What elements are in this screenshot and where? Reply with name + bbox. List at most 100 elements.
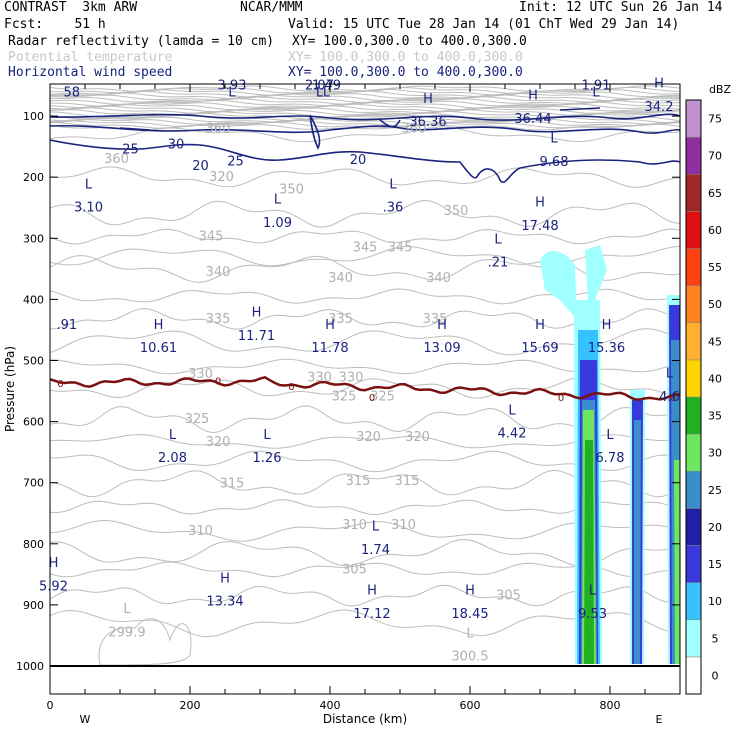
- theta-contour: [50, 200, 680, 228]
- y-tick-label: 900: [23, 599, 44, 612]
- extremum-value: 9.53: [578, 607, 607, 622]
- y-axis-title: Pressure (hPa): [3, 346, 17, 432]
- colorbar-label: 30: [708, 447, 722, 460]
- theta-label: 325: [185, 412, 210, 427]
- colorbar-label: 75: [708, 113, 722, 126]
- field3-name: Horizontal wind speed: [8, 65, 173, 80]
- theta-label: 320: [206, 435, 231, 450]
- theta-label: 345: [388, 240, 413, 255]
- extremum-symbol: H: [535, 318, 545, 333]
- field1-xy: XY= 100.0,300.0 to 400.0,300.0: [292, 34, 527, 49]
- colorbar-label: 5: [712, 632, 719, 645]
- extremum-symbol: H: [49, 556, 59, 571]
- theta-contour-upper: [50, 116, 680, 124]
- theta-label: 340: [206, 265, 231, 280]
- theta-contour-upper: [50, 94, 680, 102]
- theta-label: 325: [332, 390, 357, 405]
- extremum-value: 1.26: [253, 451, 282, 466]
- extremum-value: 15.69: [521, 341, 558, 356]
- extremum-value: 1.91: [582, 78, 611, 93]
- zero-label: 0: [288, 382, 294, 393]
- y-tick-label: 600: [23, 416, 44, 429]
- colorbar-swatch: [685, 359, 702, 398]
- theta-label: 310: [391, 518, 416, 533]
- colorbar-label: 60: [708, 224, 722, 237]
- y-tick-label: 500: [23, 355, 44, 368]
- extremum-symbol: H: [367, 584, 377, 599]
- zero-isotherm-line: [50, 375, 680, 401]
- zero-label: 0: [558, 393, 564, 404]
- theta-closed-contour: [98, 618, 192, 666]
- theta-contour-upper: [50, 101, 680, 109]
- y-tick-label: 800: [23, 538, 44, 551]
- colorbar-label: 70: [708, 150, 722, 163]
- colorbar-frame: [685, 99, 702, 695]
- theta-label: 330: [307, 371, 332, 386]
- extremum-value: 11.78: [311, 341, 348, 356]
- y-tick-label: 100: [23, 110, 44, 123]
- theta-label: 320: [405, 430, 430, 445]
- extremum-value: 299.9: [108, 625, 145, 640]
- extremum-value: 13.34: [206, 595, 243, 610]
- colorbar-unit: dBZ: [709, 83, 732, 96]
- extremum-value: 4.42: [498, 427, 527, 442]
- colorbar-label: 35: [708, 410, 722, 423]
- zero-isotherm: [50, 375, 680, 667]
- theta-label: 335: [206, 312, 231, 327]
- refl-cell-east: [634, 420, 641, 664]
- org-label: NCAR/MMM: [240, 0, 303, 15]
- theta-label: 360: [104, 152, 129, 167]
- extremum-value: 3.10: [74, 201, 103, 216]
- field3-xy: XY= 100.0,300.0 to 400.0,300.0: [288, 65, 523, 80]
- extremum-value: 36.36: [409, 115, 446, 130]
- theta-label: 360: [402, 121, 427, 136]
- wind-contour-detail: [119, 107, 601, 131]
- theta-label: 335: [423, 312, 448, 327]
- zero-label: 0: [369, 393, 375, 404]
- extremum-value: .91: [57, 318, 78, 333]
- extremum-symbol: L: [316, 86, 324, 101]
- theta-label: 345: [199, 229, 224, 244]
- extremum-value: 3.93: [218, 78, 247, 93]
- y-tick-label: 200: [23, 171, 44, 184]
- model-title: CONTRAST 3km ARW: [4, 0, 138, 15]
- theta-label: 315: [220, 476, 245, 491]
- y-tick-label: 700: [23, 477, 44, 490]
- valid-time: Valid: 15 UTC Tue 28 Jan 14 (01 ChT Wed …: [288, 17, 680, 32]
- extremum-value: 13.09: [423, 341, 460, 356]
- x-axis-title: Distance (km): [323, 712, 407, 726]
- zero-label: 0: [57, 379, 63, 390]
- extremum-symbol: L: [550, 131, 558, 146]
- endpoint-e: E: [656, 713, 663, 726]
- extremum-value: 2.08: [158, 451, 187, 466]
- colorbar-label: 50: [708, 298, 722, 311]
- extremum-value: 1.49: [312, 78, 341, 93]
- zero-label: 0: [215, 377, 221, 388]
- extremum-symbol: L: [228, 86, 236, 101]
- theta-contour-upper: [50, 90, 680, 98]
- theta-label: 325: [370, 390, 395, 405]
- y-tick-label: 300: [23, 232, 44, 245]
- extremum-symbol: L: [606, 428, 614, 443]
- colorbar-swatch: [685, 285, 702, 323]
- theta-contour-upper: [50, 120, 680, 127]
- colorbar-label: 55: [708, 261, 722, 274]
- refl-cell-edge: [674, 460, 680, 664]
- colorbar-label: 40: [708, 372, 722, 385]
- colorbar-swatch: [685, 396, 702, 435]
- theta-contour-upper: [50, 103, 680, 111]
- theta-label: 360: [206, 121, 231, 136]
- extremum-symbol: H: [528, 89, 538, 104]
- extremum-symbol: L: [372, 519, 380, 534]
- extremum-value: 17.12: [353, 607, 390, 622]
- colorbar: 0 5 10 15 20 25 30 35 40 45 50 55 60 65 70 75 dBZ: [685, 83, 732, 695]
- theta-label: 320: [209, 170, 234, 185]
- wind-contour-30: [50, 113, 680, 121]
- field2-name: Potential temperature: [8, 50, 173, 65]
- extremum-value: 10.61: [140, 341, 177, 356]
- extremum-symbol: L: [85, 177, 93, 192]
- theta-contour: [50, 166, 680, 188]
- extremum-value: 2.07: [305, 78, 334, 93]
